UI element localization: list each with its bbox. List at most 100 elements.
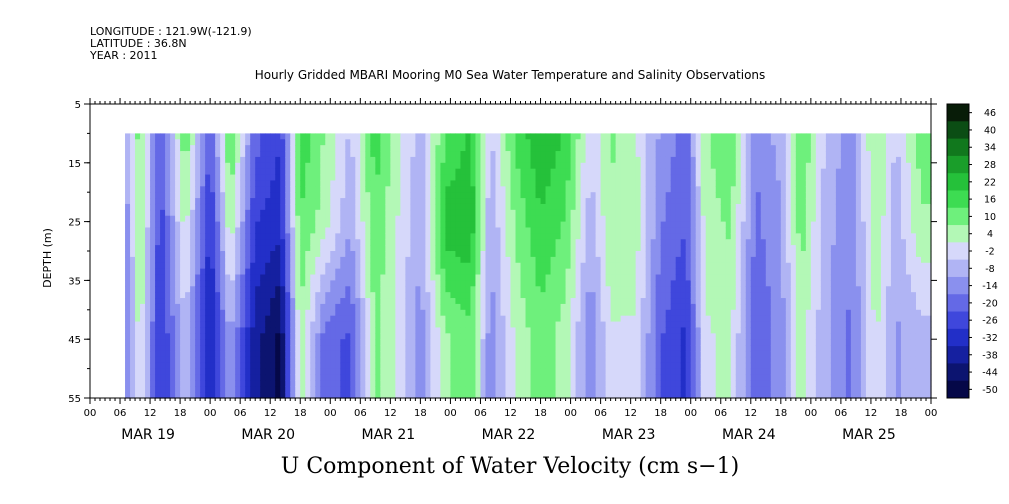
heatmap-cell [495, 151, 502, 158]
heatmap-cell [415, 186, 421, 193]
heatmap-cell [255, 203, 261, 211]
heatmap-cell [515, 350, 522, 358]
heatmap-cell [270, 151, 276, 158]
heatmap-cell [225, 186, 231, 193]
heatmap-cell [275, 239, 281, 246]
heatmap-cell [300, 339, 306, 346]
heatmap-cell [475, 151, 482, 158]
heatmap-cell [225, 356, 231, 364]
heatmap-cell [585, 380, 592, 387]
heatmap-cell [400, 233, 406, 240]
heatmap-cell [225, 245, 231, 252]
heatmap-cell [220, 145, 226, 152]
heatmap-cell [225, 362, 231, 370]
heatmap-cell [365, 168, 371, 176]
heatmap-cell [625, 245, 632, 252]
heatmap-cell [280, 368, 286, 376]
heatmap-cell [225, 339, 231, 346]
heatmap-cell [565, 180, 572, 187]
heatmap-cell [490, 198, 497, 205]
heatmap-cell [420, 274, 426, 281]
heatmap-cell [650, 203, 657, 211]
heatmap-cell [130, 139, 136, 146]
heatmap-cell [560, 245, 567, 252]
heatmap-cell [145, 392, 151, 399]
heatmap-cell [660, 350, 667, 358]
heatmap-cell [445, 286, 452, 293]
heatmap-cell [525, 333, 532, 340]
heatmap-cell [215, 392, 221, 399]
heatmap-cell [515, 303, 522, 311]
heatmap-cell [340, 268, 346, 276]
heatmap-cell [545, 339, 552, 346]
heatmap-cell [200, 209, 206, 217]
heatmap-cell [535, 309, 542, 317]
heatmap-cell [470, 309, 477, 317]
heatmap-cell [250, 256, 256, 264]
heatmap-cell [505, 292, 512, 299]
heatmap-cell [375, 203, 381, 211]
heatmap-cell [385, 168, 391, 176]
heatmap-cell [630, 339, 637, 346]
heatmap-cell [155, 145, 161, 152]
heatmap-cell [595, 345, 602, 352]
heatmap-cell [390, 333, 396, 340]
heatmap-cell [435, 245, 442, 252]
heatmap-cell [175, 209, 181, 217]
heatmap-cell [475, 203, 482, 211]
heatmap-cell [555, 151, 562, 158]
heatmap-cell [485, 386, 492, 393]
heatmap-cell [365, 303, 371, 311]
heatmap-cell [595, 215, 602, 223]
heatmap-cell [160, 139, 166, 146]
heatmap-cell [630, 180, 637, 187]
heatmap-cell [320, 233, 326, 240]
heatmap-cell [230, 227, 236, 234]
heatmap-cell [195, 168, 201, 176]
heatmap-cell [125, 286, 131, 293]
heatmap-cell [370, 174, 376, 182]
heatmap-cell [155, 386, 161, 393]
heatmap-cell [395, 339, 401, 346]
heatmap-cell [175, 256, 181, 264]
heatmap-cell [555, 274, 562, 281]
heatmap-cell [635, 368, 642, 376]
heatmap-cell [190, 145, 196, 152]
heatmap-cell [415, 162, 421, 170]
heatmap-cell [455, 392, 462, 399]
heatmap-cell [610, 198, 617, 205]
heatmap-cell [350, 256, 356, 264]
heatmap-cell [125, 156, 131, 164]
heatmap-cell [650, 156, 657, 164]
heatmap-cell [655, 298, 662, 305]
heatmap-cell [165, 386, 171, 393]
heatmap-cell [575, 145, 582, 152]
heatmap-cell [475, 309, 482, 317]
heatmap-cell [640, 251, 647, 258]
heatmap-cell [535, 139, 542, 146]
heatmap-cell [620, 180, 627, 187]
heatmap-cell [310, 139, 316, 146]
heatmap-cell [150, 315, 156, 323]
heatmap-cell [210, 327, 216, 334]
heatmap-cell [425, 209, 432, 217]
heatmap-cell [595, 309, 602, 317]
heatmap-cell [325, 286, 331, 293]
heatmap-cell [450, 151, 457, 158]
heatmap-cell [560, 380, 567, 387]
heatmap-cell [340, 286, 346, 293]
heatmap-cell [225, 274, 231, 281]
heatmap-cell [340, 374, 346, 381]
heatmap-cell [450, 286, 457, 293]
heatmap-cell [460, 339, 467, 346]
heatmap-cell [670, 198, 677, 205]
heatmap-cell [380, 345, 386, 352]
heatmap-cell [585, 262, 592, 270]
heatmap-cell [170, 321, 176, 329]
heatmap-cell [665, 245, 672, 252]
heatmap-cell [530, 262, 537, 270]
heatmap-cell [180, 362, 186, 370]
heatmap-cell [285, 315, 291, 323]
heatmap-cell [175, 251, 181, 258]
heatmap-cell [605, 133, 612, 140]
